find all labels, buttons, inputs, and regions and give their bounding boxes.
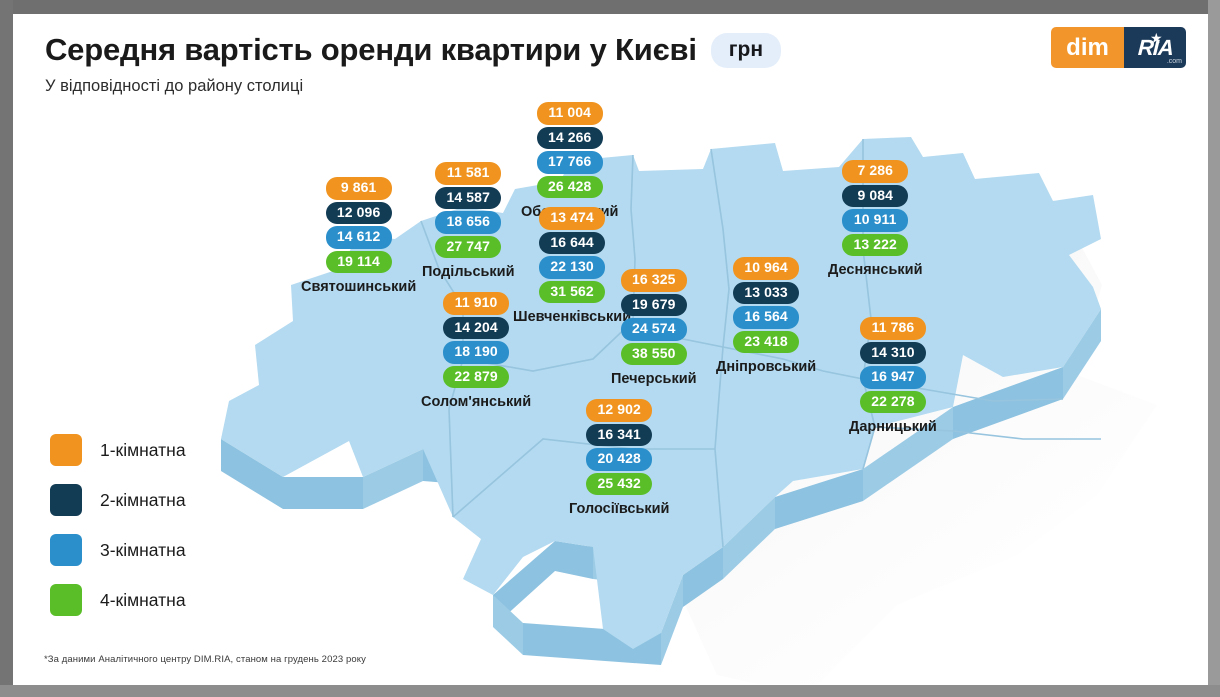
value-4-room: 26 428 xyxy=(536,175,603,198)
header: Середня вартість оренди квартири у Києві… xyxy=(45,32,782,68)
district-stack-solomianskyi[interactable]: 11 910 14 204 18 190 22 879 Солом'янськи… xyxy=(421,292,531,410)
value-3-room: 18 656 xyxy=(435,211,502,234)
district-stack-podilskyi[interactable]: 11 581 14 587 18 656 27 747 Подільський xyxy=(422,162,515,280)
kyiv-districts-map xyxy=(163,109,1163,684)
value-2-room: 16 644 xyxy=(539,231,606,254)
value-3-room: 16 564 xyxy=(733,306,800,329)
value-3-room: 18 190 xyxy=(443,341,510,364)
district-stack-holosiivskyi[interactable]: 12 902 16 341 20 428 25 432 Голосіївськи… xyxy=(569,399,669,517)
logo-com-text: .com xyxy=(1166,58,1182,65)
frame-top-edge xyxy=(0,0,1220,14)
district-stack-sviatoshynskyi[interactable]: 9 861 12 096 14 612 19 114 Святошинський xyxy=(301,177,416,295)
district-stack-desnianskyi[interactable]: 7 286 9 084 10 911 13 222 Деснянський xyxy=(828,160,922,278)
value-2-room: 13 033 xyxy=(733,281,800,304)
footnote: *За даними Аналітичного центру DIM.RIA, … xyxy=(44,654,366,665)
legend-swatch-icon xyxy=(50,434,82,466)
legend-label: 1-кімнатна xyxy=(100,439,186,460)
legend-label: 3-кімнатна xyxy=(100,539,186,560)
district-stack-darnytskyi[interactable]: 11 786 14 310 16 947 22 278 Дарницький xyxy=(849,317,937,435)
value-2-room: 16 341 xyxy=(586,423,653,446)
star-icon: ★ xyxy=(1150,30,1163,46)
value-4-room: 19 114 xyxy=(325,250,392,273)
legend-swatch-icon xyxy=(50,484,82,516)
value-2-room: 14 266 xyxy=(536,126,603,149)
value-1-room: 11 581 xyxy=(435,162,502,185)
value-2-room: 12 096 xyxy=(325,201,392,224)
value-4-room: 31 562 xyxy=(539,280,606,303)
value-3-room: 22 130 xyxy=(539,256,606,279)
value-1-room: 16 325 xyxy=(620,269,687,292)
value-2-room: 14 310 xyxy=(859,341,926,364)
value-3-room: 24 574 xyxy=(620,318,687,341)
district-label: Солом'янський xyxy=(421,394,532,410)
value-1-room: 13 474 xyxy=(539,207,606,230)
value-2-room: 9 084 xyxy=(842,184,909,207)
district-label: Печерський xyxy=(611,371,697,387)
value-1-room: 11 786 xyxy=(859,317,926,340)
page-title: Середня вартість оренди квартири у Києві xyxy=(45,32,697,67)
district-label: Шевченківський xyxy=(513,309,632,325)
district-stack-dniprovskyi[interactable]: 10 964 13 033 16 564 23 418 Дніпровський xyxy=(716,257,816,375)
district-label: Голосіївський xyxy=(569,501,670,517)
value-1-room: 10 964 xyxy=(733,257,800,280)
legend-label: 4-кімнатна xyxy=(100,589,186,610)
value-4-room: 22 278 xyxy=(859,390,926,413)
frame-bottom-edge xyxy=(0,685,1220,697)
page-subtitle: У відповідності до району столиці xyxy=(45,77,304,95)
value-2-room: 19 679 xyxy=(620,293,687,316)
district-label: Деснянський xyxy=(828,262,923,278)
legend-swatch-icon xyxy=(50,584,82,616)
district-label: Дніпровський xyxy=(716,359,817,375)
value-4-room: 38 550 xyxy=(620,342,687,365)
map-svg xyxy=(221,137,1157,684)
value-1-room: 12 902 xyxy=(586,399,653,422)
frame-right-edge xyxy=(1208,0,1220,697)
district-stack-obolonskyi[interactable]: 11 004 14 266 17 766 26 428 Оболонський xyxy=(521,102,618,220)
legend: 1-кімнатна 2-кімнатна 3-кімнатна 4-кімна… xyxy=(50,434,186,616)
value-1-room: 11 004 xyxy=(536,102,603,125)
district-stack-pecherskyi[interactable]: 16 325 19 679 24 574 38 550 Печерський xyxy=(611,269,697,387)
value-2-room: 14 204 xyxy=(443,316,510,339)
currency-badge: грн xyxy=(710,32,782,68)
district-label: Подільський xyxy=(422,264,515,280)
legend-swatch-icon xyxy=(50,534,82,566)
frame-left-edge xyxy=(0,0,13,697)
legend-item-1-room[interactable]: 1-кімнатна xyxy=(50,434,186,466)
district-stack-shevchenkivskyi[interactable]: 13 474 16 644 22 130 31 562 Шевченківськ… xyxy=(513,207,631,325)
value-4-room: 25 432 xyxy=(586,472,653,495)
legend-item-4-room[interactable]: 4-кімнатна xyxy=(50,584,186,616)
value-3-room: 17 766 xyxy=(536,151,603,174)
legend-item-2-room[interactable]: 2-кімнатна xyxy=(50,484,186,516)
district-label: Дарницький xyxy=(849,419,937,435)
value-3-room: 10 911 xyxy=(842,209,909,232)
value-1-room: 9 861 xyxy=(325,177,392,200)
value-3-room: 16 947 xyxy=(859,366,926,389)
value-4-room: 22 879 xyxy=(443,365,510,388)
legend-item-3-room[interactable]: 3-кімнатна xyxy=(50,534,186,566)
dim-ria-logo[interactable]: dim ★ RIA .com xyxy=(1051,27,1186,68)
logo-dim-text: dim xyxy=(1051,27,1124,68)
map-top-face xyxy=(221,137,1101,649)
value-1-room: 7 286 xyxy=(842,160,909,183)
value-1-room: 11 910 xyxy=(443,292,510,315)
infographic-card: Середня вартість оренди квартири у Києві… xyxy=(13,14,1208,685)
value-3-room: 20 428 xyxy=(586,448,653,471)
legend-label: 2-кімнатна xyxy=(100,489,186,510)
logo-ria-block: ★ RIA .com xyxy=(1124,27,1186,68)
logo-ria-text: RIA xyxy=(1136,34,1174,60)
value-4-room: 13 222 xyxy=(842,233,909,256)
value-4-room: 23 418 xyxy=(733,330,800,353)
value-2-room: 14 587 xyxy=(435,186,502,209)
district-label: Святошинський xyxy=(301,279,417,295)
value-3-room: 14 612 xyxy=(325,226,392,249)
value-4-room: 27 747 xyxy=(435,235,502,258)
